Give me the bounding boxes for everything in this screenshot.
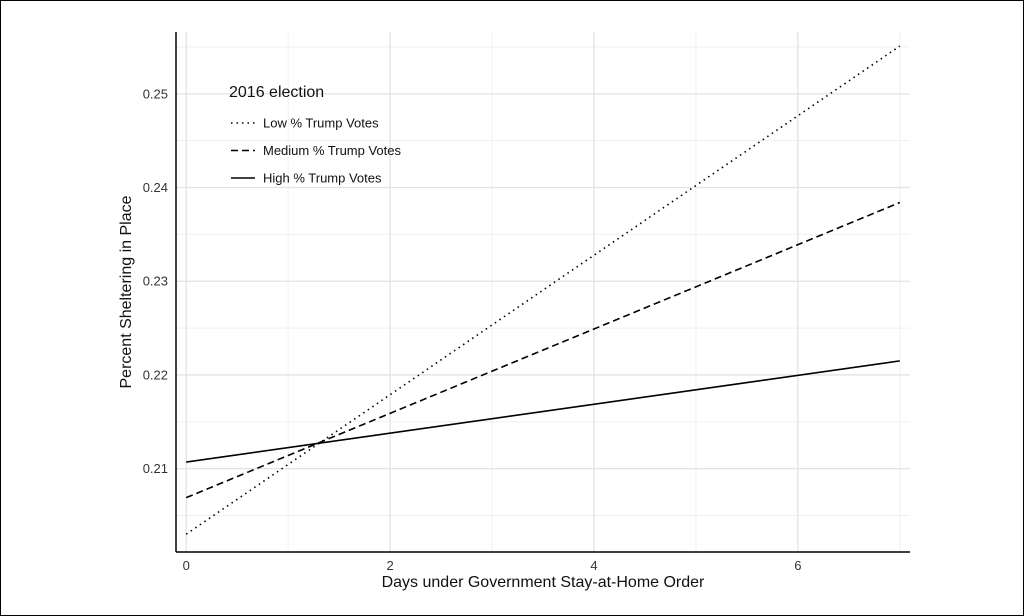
series-line-high-trump-votes (186, 360, 900, 463)
x-tick-label: 2 (386, 558, 393, 573)
x-tick-label: 0 (183, 558, 190, 573)
y-tick-label: 0.24 (143, 180, 168, 195)
legend-title: 2016 election (229, 84, 324, 101)
series-lines (185, 45, 901, 535)
legend-label: High % Trump Votes (263, 171, 382, 186)
minor-gridlines (176, 32, 910, 552)
legend-item-low-trump-votes: Low % Trump Votes (231, 116, 379, 131)
y-tick-label: 0.21 (143, 461, 168, 476)
series-line-medium-trump-votes (185, 201, 901, 499)
x-tick-label: 4 (590, 558, 597, 573)
legend-label: Low % Trump Votes (263, 116, 379, 131)
x-tick-label: 6 (794, 558, 801, 573)
legend-label: Medium % Trump Votes (263, 143, 401, 158)
tick-labels: 0 2 4 6 0.21 0.22 0.23 0.24 0.25 (143, 86, 802, 573)
major-gridlines (176, 32, 910, 552)
y-tick-label: 0.23 (143, 274, 168, 289)
series-line-low-trump-votes (185, 45, 901, 535)
axes (175, 32, 910, 553)
legend-items: Low % Trump Votes Medium % Trump Votes Hig… (231, 116, 401, 186)
y-axis-title: Percent Sheltering in Place (118, 195, 135, 388)
legend-item-high-trump-votes: High % Trump Votes (231, 171, 382, 186)
y-tick-label: 0.22 (143, 367, 168, 382)
y-tick-label: 0.25 (143, 86, 168, 101)
x-axis-title: Days under Government Stay-at-Home Order (382, 574, 705, 591)
legend: 2016 election Low % Trump Votes Medium % … (229, 84, 401, 186)
legend-item-medium-trump-votes: Medium % Trump Votes (231, 143, 401, 158)
